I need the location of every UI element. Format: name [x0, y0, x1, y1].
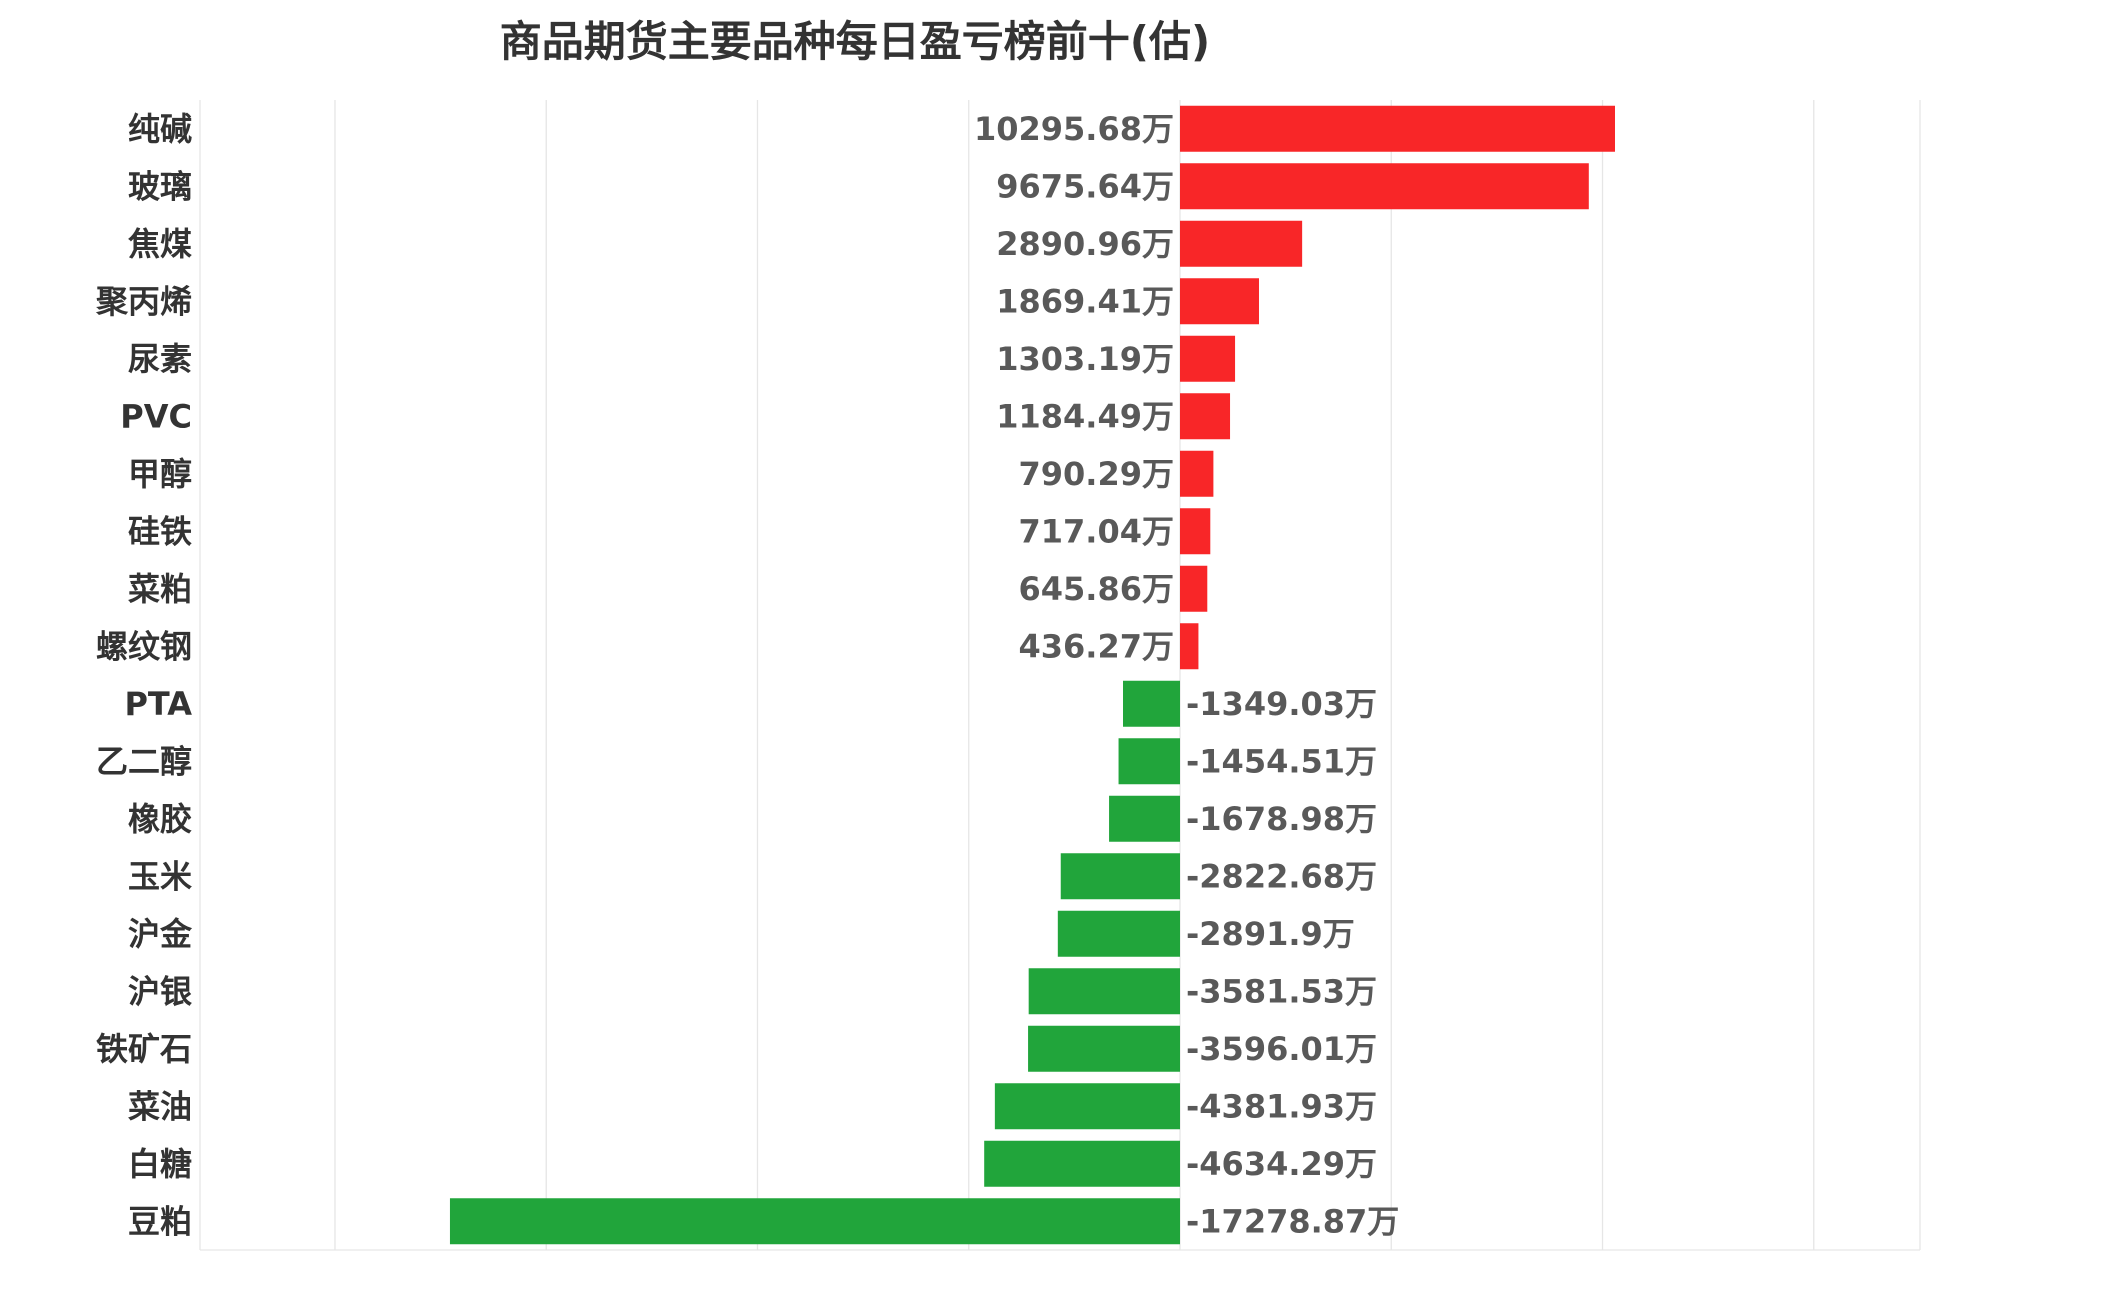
data-label-3: 1869.41万 — [996, 282, 1174, 320]
bar-13 — [1060, 853, 1180, 900]
category-label-18: 白糖 — [128, 1145, 192, 1183]
bar-15 — [1028, 968, 1180, 1015]
bar-16 — [1028, 1025, 1180, 1072]
category-label-12: 橡胶 — [128, 800, 192, 838]
bar-5 — [1180, 393, 1231, 440]
bar-1 — [1180, 163, 1589, 210]
category-label-14: 沪金 — [128, 915, 193, 953]
bar-14 — [1057, 910, 1180, 957]
category-label-7: 硅铁 — [128, 512, 192, 550]
data-labels: 10295.68万 9675.64万 2890.96万 1869.41万 1303.19… — [974, 110, 1399, 1241]
chart-title: 商品期货主要品种每日盈亏榜前十(估) — [500, 17, 1210, 66]
category-label-10: PTA — [124, 685, 192, 723]
data-label-13: -2822.68万 — [1186, 857, 1377, 895]
bar-2 — [1180, 220, 1303, 267]
data-label-18: -4634.29万 — [1186, 1145, 1377, 1183]
data-label-19: -17278.87万 — [1186, 1202, 1399, 1240]
category-label-9: 螺纹钢 — [96, 627, 192, 665]
category-label-6: 甲醇 — [128, 455, 192, 493]
bar-3 — [1180, 278, 1259, 325]
data-label-10: -1349.03万 — [1186, 685, 1377, 723]
category-label-17: 菜油 — [128, 1087, 192, 1125]
data-label-16: -3596.01万 — [1186, 1030, 1377, 1068]
data-label-17: -4381.93万 — [1186, 1087, 1377, 1125]
bar-11 — [1118, 738, 1180, 785]
category-label-13: 玉米 — [128, 857, 192, 895]
bar-8 — [1180, 565, 1208, 612]
category-label-1: 玻璃 — [128, 167, 192, 205]
category-label-4: 尿素 — [128, 340, 192, 378]
data-label-8: 645.86万 — [1019, 570, 1175, 608]
data-label-6: 790.29万 — [1019, 455, 1175, 493]
bar-10 — [1123, 680, 1180, 727]
data-label-7: 717.04万 — [1019, 512, 1175, 550]
data-label-12: -1678.98万 — [1186, 800, 1377, 838]
bar-6 — [1180, 450, 1214, 497]
data-label-14: -2891.9万 — [1186, 915, 1355, 953]
data-label-1: 9675.64万 — [996, 167, 1174, 205]
category-label-19: 豆粕 — [128, 1202, 192, 1240]
data-label-5: 1184.49万 — [996, 397, 1174, 435]
bar-19 — [449, 1198, 1181, 1245]
data-label-4: 1303.19万 — [996, 340, 1174, 378]
category-label-11: 乙二醇 — [96, 742, 192, 780]
data-label-2: 2890.96万 — [996, 225, 1174, 263]
bar-7 — [1180, 508, 1211, 555]
category-label-2: 焦煤 — [128, 225, 192, 263]
category-label-16: 铁矿石 — [96, 1030, 192, 1068]
category-label-8: 菜粕 — [128, 570, 192, 608]
bar-18 — [984, 1140, 1180, 1187]
category-label-5: PVC — [120, 397, 192, 435]
data-label-15: -3581.53万 — [1186, 972, 1377, 1010]
category-label-0: 纯碱 — [128, 110, 192, 148]
category-label-3: 聚丙烯 — [95, 282, 192, 320]
bar-0 — [1180, 105, 1615, 152]
bars — [449, 105, 1615, 1245]
bar-9 — [1180, 623, 1199, 670]
bar-4 — [1180, 335, 1236, 382]
bar-12 — [1109, 795, 1180, 842]
bar-17 — [994, 1083, 1180, 1130]
data-label-11: -1454.51万 — [1186, 742, 1377, 780]
grid-lines — [199, 100, 1921, 1251]
data-label-9: 436.27万 — [1019, 627, 1175, 665]
data-label-0: 10295.68万 — [974, 110, 1174, 148]
category-label-15: 沪银 — [128, 972, 192, 1010]
